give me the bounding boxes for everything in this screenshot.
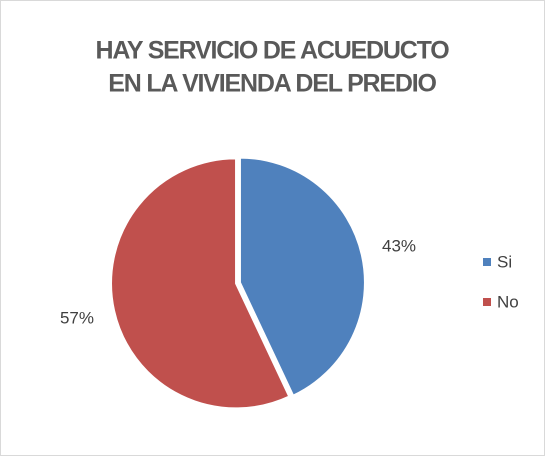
data-label: 57% — [60, 308, 94, 327]
legend-label: Si — [497, 252, 512, 271]
pie-slice — [110, 157, 291, 410]
pie-slice — [238, 156, 366, 397]
chart-title: EN LA VIVIENDA DEL PREDIO — [108, 70, 436, 98]
legend-swatch — [483, 298, 491, 306]
data-label: 43% — [382, 236, 416, 255]
legend-label: No — [497, 292, 519, 311]
chart-title: HAY SERVICIO DE ACUEDUCTO — [96, 37, 450, 65]
legend-swatch — [483, 258, 491, 266]
